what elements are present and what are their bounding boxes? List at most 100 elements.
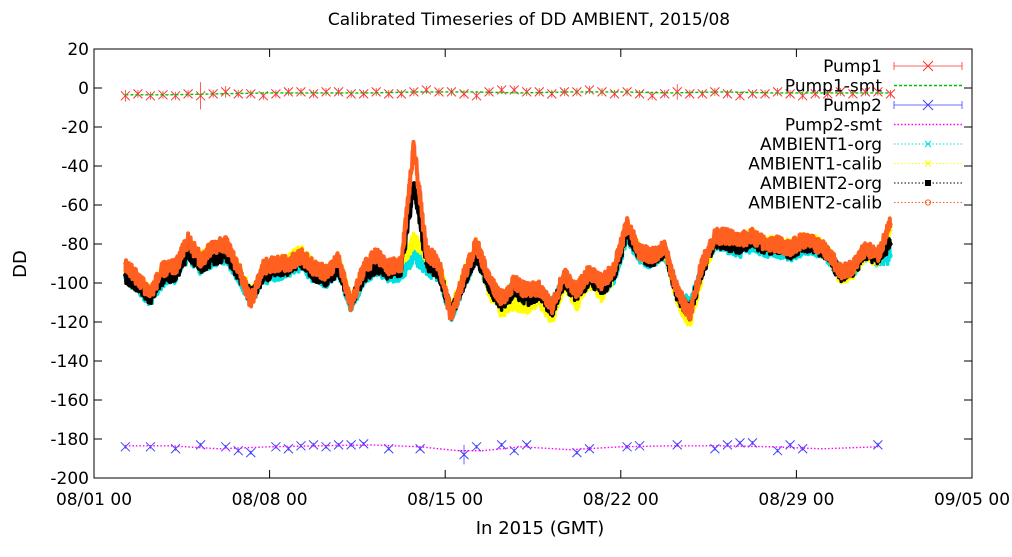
data-point — [747, 88, 758, 99]
data-point — [725, 234, 730, 239]
series-texture — [123, 139, 893, 322]
data-point — [333, 439, 344, 450]
y-tick-label: -160 — [50, 391, 89, 411]
data-point — [474, 241, 479, 247]
data-point — [308, 88, 319, 99]
data-point — [524, 288, 529, 293]
data-point — [762, 241, 768, 247]
data-point — [649, 253, 655, 258]
legend-label: AMBIENT1-org — [760, 135, 882, 155]
data-point — [120, 441, 131, 452]
data-point — [271, 88, 281, 99]
legend-swatch-marker — [924, 140, 932, 148]
data-point — [459, 88, 469, 99]
data-point — [245, 447, 256, 458]
data-point — [825, 249, 830, 254]
data-point — [220, 441, 231, 452]
y-tick-label: 0 — [78, 79, 89, 99]
data-point — [888, 241, 893, 247]
data-point — [311, 265, 316, 270]
data-point — [283, 87, 294, 97]
data-point — [459, 449, 469, 460]
data-point — [321, 87, 331, 97]
data-point — [888, 222, 893, 227]
data-point — [822, 88, 833, 99]
data-point — [647, 90, 658, 101]
x-tick-label: 08/22 00 — [583, 490, 659, 510]
data-point — [873, 439, 883, 450]
x-tick-label: 08/29 00 — [758, 490, 834, 510]
data-point — [700, 261, 705, 266]
data-point — [496, 439, 507, 450]
y-tick-label: -40 — [61, 157, 89, 177]
y-tick-label: -60 — [61, 196, 89, 216]
data-point — [813, 241, 818, 247]
data-point — [662, 245, 667, 251]
y-tick-label: 20 — [67, 40, 89, 60]
data-point — [333, 87, 344, 97]
data-point — [411, 144, 417, 149]
data-point — [173, 265, 178, 270]
data-point — [273, 261, 279, 266]
data-point — [634, 88, 645, 99]
data-point — [408, 87, 419, 97]
data-point — [574, 288, 580, 293]
data-point — [549, 304, 555, 309]
data-point — [612, 265, 617, 270]
data-point — [424, 249, 429, 254]
data-point — [399, 261, 404, 266]
data-point — [546, 88, 557, 99]
data-point — [750, 234, 755, 239]
data-point — [383, 88, 394, 99]
data-point — [223, 241, 228, 247]
data-point — [261, 265, 266, 270]
data-point — [411, 183, 417, 188]
plot-frame — [93, 48, 973, 479]
data-point — [248, 300, 253, 305]
data-point — [712, 234, 718, 239]
data-point — [599, 280, 605, 286]
series-line — [125, 91, 891, 96]
data-point — [436, 261, 442, 266]
data-point — [296, 87, 306, 97]
data-point — [537, 286, 542, 292]
data-point — [521, 439, 532, 450]
axis-ticks: 200-20-40-60-80-100-120-140-160-180-2000… — [50, 40, 1010, 510]
data-point — [675, 288, 680, 293]
data-point — [772, 87, 783, 97]
data-point — [659, 88, 670, 99]
data-point — [722, 439, 733, 450]
x-tick-label: 09/05 00 — [934, 490, 1010, 510]
data-point — [361, 265, 366, 270]
data-point — [850, 265, 856, 270]
data-point — [863, 245, 868, 251]
data-point — [348, 304, 354, 309]
legend: Pump1Pump1-smtPump2Pump2-smtAMBIENT1-org… — [748, 57, 963, 214]
data-point — [624, 222, 630, 227]
data-point — [785, 88, 795, 99]
data-point — [461, 273, 467, 278]
data-point — [286, 261, 291, 266]
data-point — [584, 85, 595, 95]
data-point — [145, 90, 156, 101]
data-point — [323, 271, 329, 276]
data-point — [471, 441, 482, 452]
y-tick-label: -140 — [50, 352, 89, 372]
data-point — [722, 88, 733, 99]
data-point — [838, 269, 843, 274]
y-tick-label: -180 — [50, 430, 89, 450]
data-point — [787, 245, 793, 251]
data-point — [135, 276, 141, 282]
data-point — [800, 237, 805, 243]
data-point — [684, 88, 695, 99]
data-point — [511, 280, 517, 286]
data-point — [210, 245, 216, 251]
y-tick-label: -100 — [50, 274, 89, 294]
data-point — [835, 87, 846, 97]
data-point — [797, 443, 808, 454]
series-line — [125, 444, 878, 452]
data-point — [358, 439, 369, 449]
legend-swatch-marker — [925, 180, 931, 186]
